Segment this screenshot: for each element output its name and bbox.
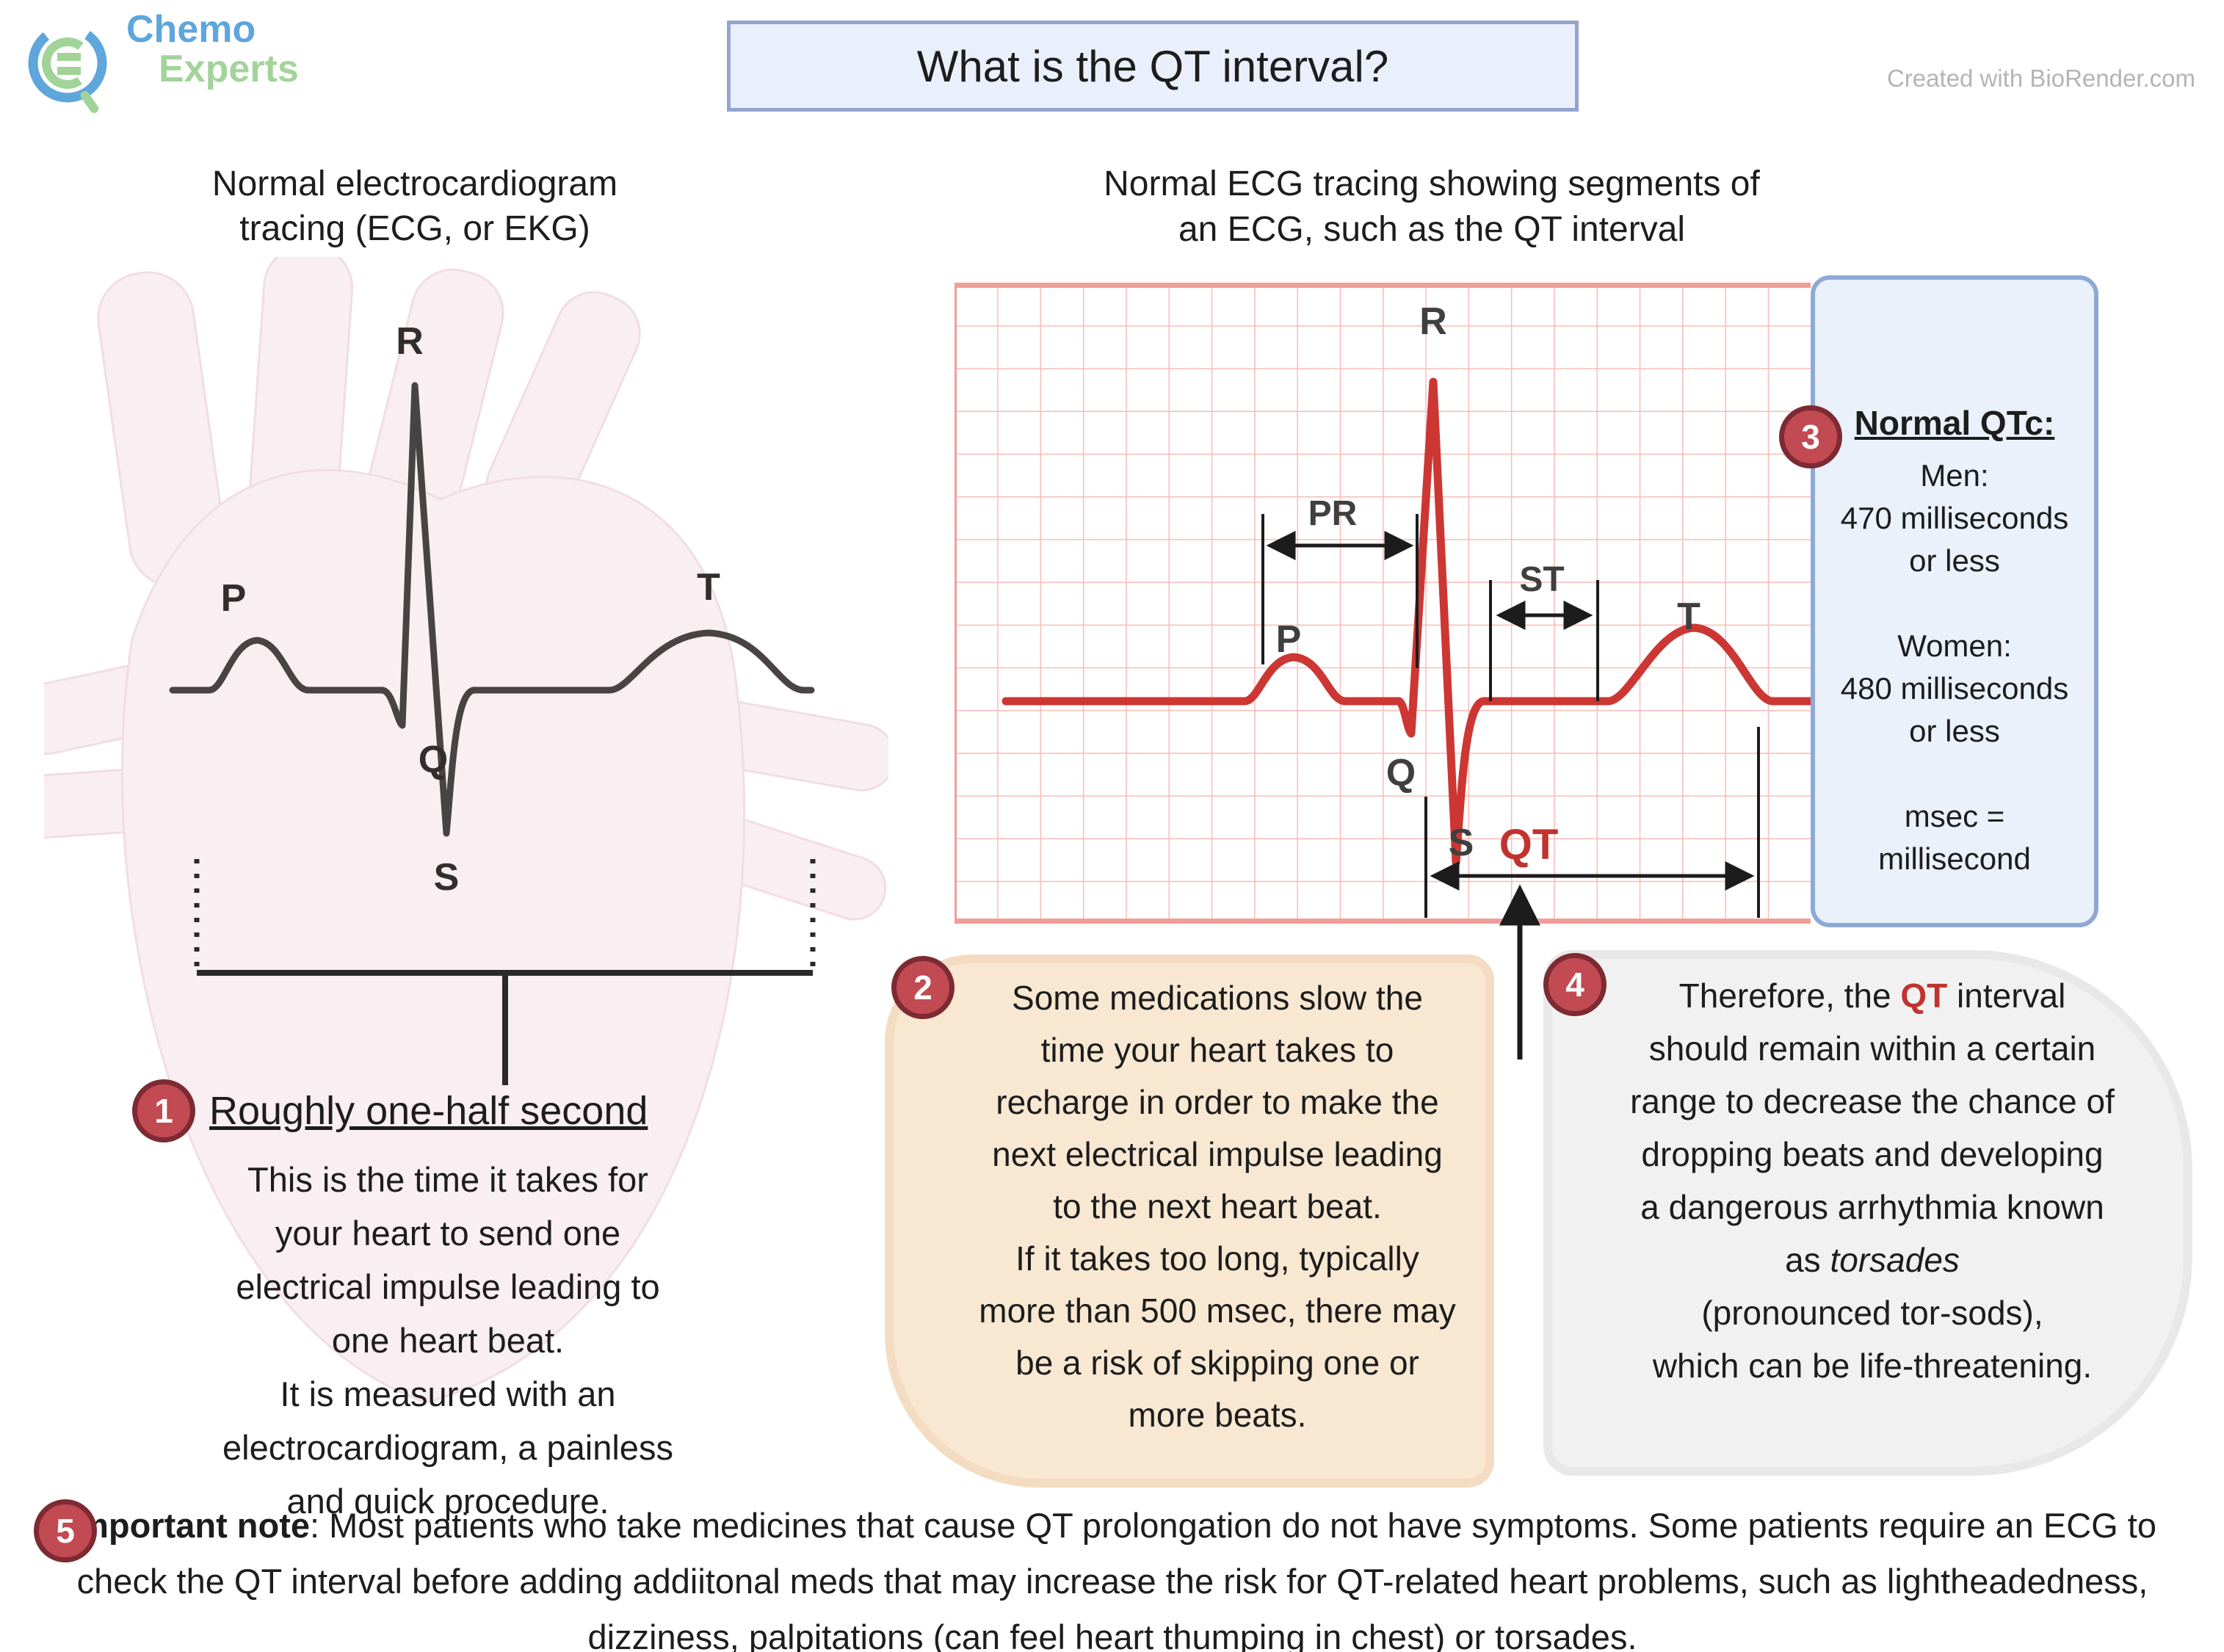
important-note-label: Important note [68, 1506, 310, 1545]
qtc-box-heading: Normal QTc: [1854, 404, 2055, 442]
biorender-watermark: Created with BioRender.com [1886, 65, 2195, 92]
half-second-bracket [194, 859, 816, 1085]
important-note-text: : Most patients who take medicines that … [76, 1506, 2156, 1652]
logo-e-bar-top [57, 53, 81, 61]
p-wave-label: P [221, 577, 247, 620]
logo-tail [80, 90, 99, 114]
grid-lines [955, 283, 1811, 924]
title-box: What is the QT interval? [727, 21, 1579, 112]
callout-line: Therefore, the QT interval [1579, 969, 2166, 1022]
s-wave-label: S [1449, 822, 1474, 864]
half-second-body: This is the time it takes for your heart… [222, 1160, 673, 1521]
grid-border [955, 283, 1811, 924]
medications-callout-box [885, 954, 1494, 1488]
logo-word-chemo: Chemo [126, 8, 256, 51]
ecg-grid-panel: P R Q S T PR ST QT [955, 283, 1855, 1059]
torsades-term: torsades [1830, 1241, 1960, 1279]
r-wave-label: R [1419, 300, 1447, 343]
interval-arrows [1261, 514, 1760, 1059]
chemoexperts-logo: Chemo Experts [22, 10, 299, 120]
ecg-trace-left [169, 382, 815, 837]
logo-word-experts: Experts [159, 48, 299, 90]
t-wave-label: T [1677, 595, 1700, 638]
t-wave-label: T [697, 566, 720, 609]
right-panel-heading: Normal ECG tracing showing segments of a… [1104, 164, 1760, 249]
callout-line: range to decrease the chance of [1630, 1082, 2115, 1120]
pr-interval-label: PR [1308, 494, 1358, 533]
qt-interval-label: QT [1499, 821, 1559, 869]
step-5-badge: 5 [34, 1499, 97, 1562]
text-run: interval [1947, 977, 2066, 1015]
p-wave-label: P [1276, 618, 1302, 661]
logo-inner-arc [42, 37, 93, 89]
heart-ecg-illustration: P R Q S T [44, 257, 888, 1404]
logo-e-bar-bottom [57, 67, 81, 75]
chemoexperts-logo-icon [28, 23, 107, 114]
ecg-trace-right [1001, 377, 1855, 867]
half-second-heading: Roughly one-half second [209, 1089, 648, 1133]
logo-outer-ring [28, 23, 107, 103]
step-1-badge: 1 [132, 1079, 195, 1142]
normal-qtc-box: Normal QTc: Men: 470 milliseconds or les… [1811, 275, 2098, 927]
callout-line: dropping beats and developing [1641, 1135, 2104, 1173]
qtc-box-body: Men: 470 milliseconds or less Women: 480… [1840, 458, 2069, 876]
callout-line: as torsades [1579, 1233, 2166, 1286]
s-wave-label: S [434, 856, 460, 899]
step-2-badge: 2 [891, 956, 955, 1019]
qt-range-callout-text: Therefore, the QT interval should remain… [1579, 969, 2166, 1392]
callout-line: which can be life-threatening. [1652, 1347, 2093, 1385]
q-wave-label: Q [1386, 752, 1416, 794]
st-interval-label: ST [1519, 560, 1564, 599]
r-wave-label: R [396, 320, 424, 363]
heart-body [121, 468, 745, 1404]
q-wave-label: Q [419, 739, 448, 781]
step-4-badge: 4 [1543, 953, 1607, 1016]
callout-line: (pronounced tor-sods), [1701, 1294, 2043, 1332]
callout-line: a dangerous arrhythmia known [1640, 1188, 2104, 1226]
left-panel-heading: Normal electrocardiogram tracing (ECG, o… [211, 164, 618, 248]
medications-callout-text: Some medications slow the time your hear… [979, 979, 1456, 1434]
important-note: Important note: Most patients who take m… [62, 1498, 2162, 1652]
text-run: as [1785, 1241, 1830, 1279]
heart-background [44, 257, 888, 1404]
step-3-badge: 3 [1779, 405, 1842, 468]
qt-highlight: QT [1900, 977, 1948, 1015]
callout-line: should remain within a certain [1648, 1029, 2096, 1068]
text-run: Therefore, the [1678, 977, 1901, 1015]
page-title: What is the QT interval? [916, 41, 1389, 91]
